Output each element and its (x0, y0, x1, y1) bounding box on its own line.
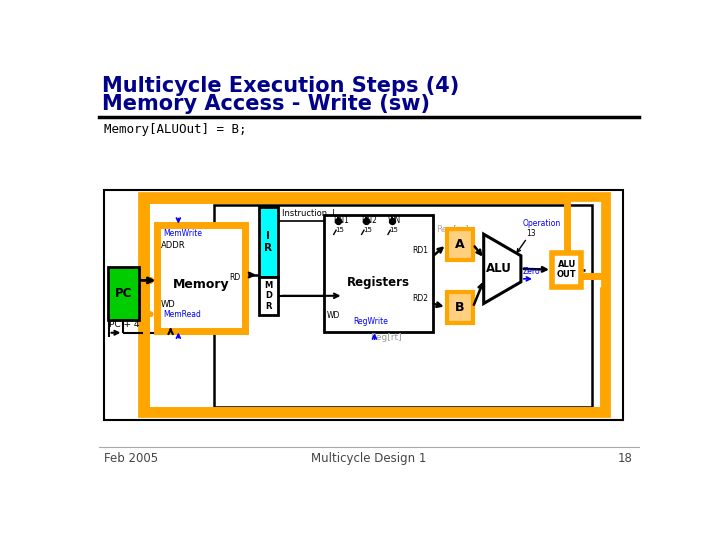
Text: Instruction  I: Instruction I (282, 210, 335, 219)
Text: PC: PC (114, 287, 132, 300)
Text: ALU
OUT: ALU OUT (557, 260, 577, 279)
Text: Multicycle Design 1: Multicycle Design 1 (311, 452, 427, 465)
Text: M
D
R: M D R (264, 281, 272, 310)
Text: RegWrite: RegWrite (354, 318, 388, 326)
Polygon shape (484, 234, 521, 303)
Text: RD: RD (230, 273, 240, 282)
Bar (552, 253, 581, 287)
Bar (214, 205, 593, 407)
Text: 18: 18 (618, 452, 632, 465)
Text: Memory Access - Write (sw): Memory Access - Write (sw) (102, 94, 430, 114)
Text: MemWrite: MemWrite (163, 229, 202, 238)
Text: Multicycle Execution Steps (4): Multicycle Execution Steps (4) (102, 76, 459, 96)
Text: A: A (455, 238, 464, 251)
Text: Registers: Registers (347, 276, 410, 289)
Text: ALU: ALU (486, 262, 512, 275)
Text: MemRead: MemRead (163, 310, 201, 319)
Text: Memory: Memory (173, 278, 229, 291)
Bar (324, 215, 433, 332)
Bar (259, 207, 277, 276)
Text: 15: 15 (363, 227, 372, 233)
Bar (446, 292, 473, 323)
Text: RN1: RN1 (333, 215, 349, 225)
Text: WD: WD (327, 311, 341, 320)
Text: WN: WN (387, 215, 401, 225)
Text: WD: WD (161, 300, 175, 308)
Text: I
R: I R (264, 231, 272, 253)
Text: Reg[rs]: Reg[rs] (436, 225, 468, 234)
Bar (446, 229, 473, 260)
Text: PC + 4: PC + 4 (109, 320, 140, 329)
Text: 15: 15 (389, 227, 398, 233)
Text: RN2: RN2 (361, 215, 377, 225)
Text: 13: 13 (526, 229, 536, 238)
Text: 15: 15 (335, 227, 343, 233)
Text: Reg[rt]: Reg[rt] (371, 333, 402, 342)
Bar (143, 197, 606, 413)
Text: RD2: RD2 (413, 294, 428, 303)
Bar (108, 267, 139, 320)
Text: ADDR: ADDR (161, 241, 185, 250)
Bar (259, 276, 277, 315)
Text: RD1: RD1 (413, 246, 428, 255)
Text: Operation: Operation (523, 219, 561, 228)
Text: Memory[ALUOut] = B;: Memory[ALUOut] = B; (104, 123, 246, 136)
Bar (157, 225, 245, 331)
Text: B: B (455, 301, 464, 314)
Text: Zero: Zero (523, 267, 540, 276)
Text: Feb 2005: Feb 2005 (104, 452, 158, 465)
Bar (104, 190, 624, 420)
